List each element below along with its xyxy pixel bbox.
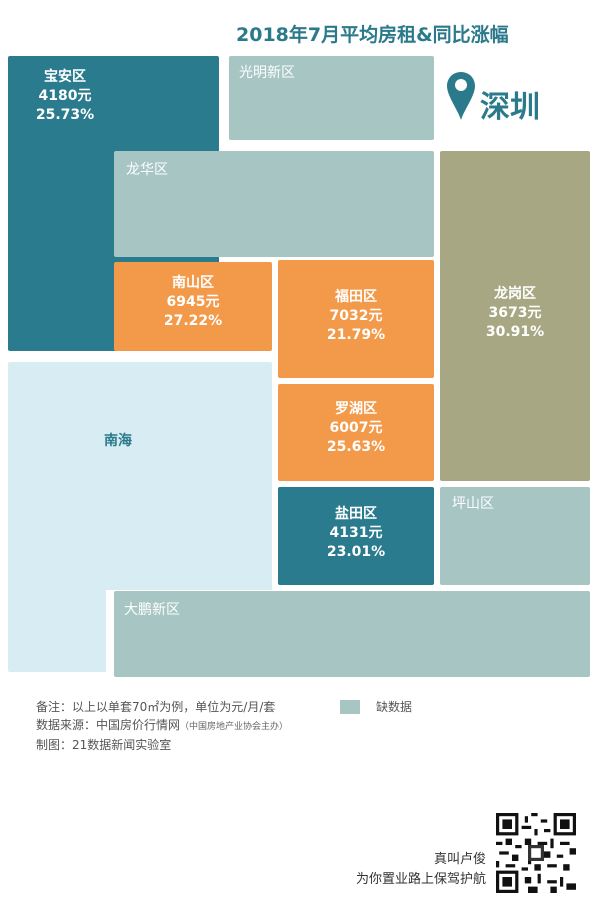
chart-title: 2018年7月平均房租&同比涨幅	[236, 24, 509, 46]
block-longgang: 龙岗区 3673元 30.91%	[440, 151, 590, 481]
futian-rent: 7032元	[329, 308, 383, 324]
luohu-growth: 25.63%	[326, 439, 386, 455]
dapeng-name: 大鹏新区	[124, 602, 180, 618]
author-slogan: 为你置业路上保驾护航	[355, 872, 486, 887]
pingshan-name: 坪山区	[452, 496, 494, 512]
longgang-rent: 3673元	[488, 305, 542, 321]
block-guangming: 光明新区	[229, 56, 434, 140]
block-dapeng: 大鹏新区	[114, 591, 590, 677]
city-label: 深圳	[446, 70, 576, 130]
futian-growth: 21.79%	[326, 327, 386, 343]
luohu-name: 罗湖区	[335, 401, 377, 417]
nanshan-growth: 27.22%	[163, 313, 223, 329]
yantian-name: 盐田区	[335, 506, 377, 522]
legend-swatch	[340, 700, 360, 714]
guangming-name: 光明新区	[239, 65, 295, 81]
note-source-text: 数据来源：中国房价行情网	[36, 718, 181, 732]
longgang-name: 龙岗区	[494, 286, 536, 302]
baoan-name: 宝安区	[44, 69, 86, 85]
longhua-name: 龙华区	[126, 162, 168, 178]
block-pingshan: 坪山区	[440, 487, 590, 585]
note-source-small: （中国房地产业协会主办）	[180, 722, 289, 732]
location-pin-icon	[447, 72, 475, 120]
block-longhua: 龙华区	[114, 151, 434, 257]
futian-name: 福田区	[335, 289, 377, 305]
note-maker: 制图：21数据新闻实验室	[36, 738, 172, 752]
legend-label: 缺数据	[376, 700, 413, 714]
block-luohu: 罗湖区 6007元 25.63%	[278, 384, 434, 481]
baoan-rent: 4180元	[38, 88, 92, 104]
nanshan-name: 南山区	[172, 275, 214, 291]
note-remark: 备注：以上以单套70㎡为例，单位为元/月/套	[36, 700, 276, 714]
nanshan-rent: 6945元	[166, 294, 220, 310]
note-source: 数据来源：中国房价行情网（中国房地产业协会主办）	[36, 716, 288, 736]
luohu-rent: 6007元	[329, 420, 383, 436]
nanhai-name: 南海	[104, 433, 132, 449]
yantian-rent: 4131元	[329, 525, 383, 541]
longgang-growth: 30.91%	[485, 324, 545, 340]
author-block: 真叫卢俊 为你置业路上保驾护航	[356, 850, 486, 890]
notes: 备注：以上以单套70㎡为例，单位为元/月/套 数据来源：中国房价行情网（中国房地…	[36, 698, 288, 754]
block-futian: 福田区 7032元 21.79%	[278, 260, 434, 378]
block-nanshan: 南山区 6945元 27.22%	[114, 262, 272, 351]
qr-code-icon	[496, 813, 576, 893]
yantian-growth: 23.01%	[326, 544, 386, 560]
city-name: 深圳	[480, 90, 540, 125]
block-yantian: 盐田区 4131元 23.01%	[278, 487, 434, 585]
baoan-growth: 25.73%	[35, 107, 95, 123]
author-name: 真叫卢俊	[433, 852, 486, 867]
